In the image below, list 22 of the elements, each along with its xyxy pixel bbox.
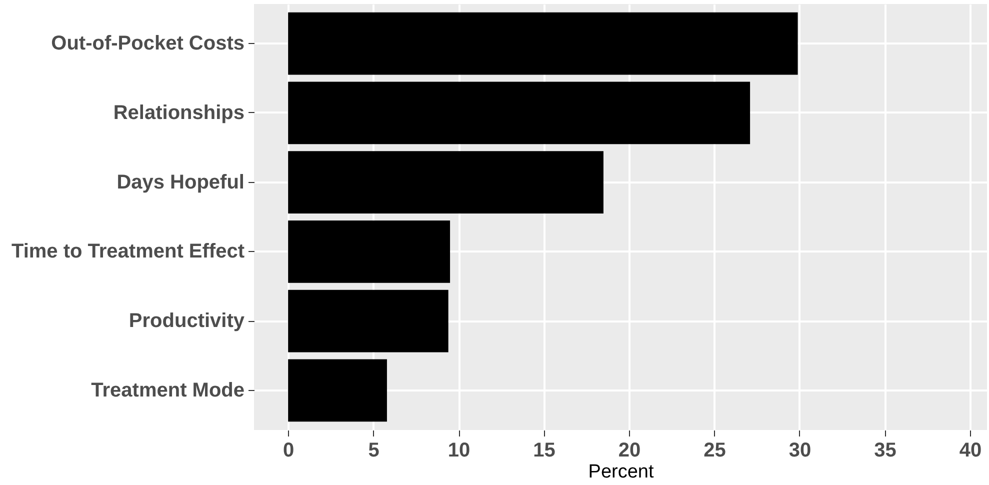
y-tick-label: Out-of-Pocket Costs bbox=[51, 32, 244, 55]
x-tick-label: 0 bbox=[283, 440, 294, 462]
bar bbox=[288, 290, 448, 352]
y-tick-label: Relationships bbox=[113, 102, 244, 124]
y-tick-label: Days Hopeful bbox=[116, 171, 244, 194]
bar bbox=[288, 12, 798, 75]
y-tick-label: Time to Treatment Effect bbox=[11, 240, 245, 263]
bar bbox=[288, 220, 450, 283]
x-tick-label: 30 bbox=[788, 440, 812, 462]
x-tick-label: 10 bbox=[448, 440, 470, 462]
x-tick-label: 20 bbox=[618, 440, 641, 462]
x-axis-title: Percent bbox=[588, 462, 654, 482]
x-tick-label: 5 bbox=[368, 440, 380, 462]
x-tick-label: 25 bbox=[704, 440, 726, 462]
y-tick-label: Treatment Mode bbox=[91, 379, 244, 402]
y-tick-label: Productivity bbox=[128, 310, 246, 332]
bar bbox=[288, 82, 750, 144]
x-tick-label: 35 bbox=[874, 440, 896, 462]
x-tick-label: 40 bbox=[959, 440, 982, 462]
x-tick-label: 15 bbox=[533, 440, 556, 462]
bar bbox=[288, 151, 604, 214]
bar bbox=[288, 359, 387, 422]
